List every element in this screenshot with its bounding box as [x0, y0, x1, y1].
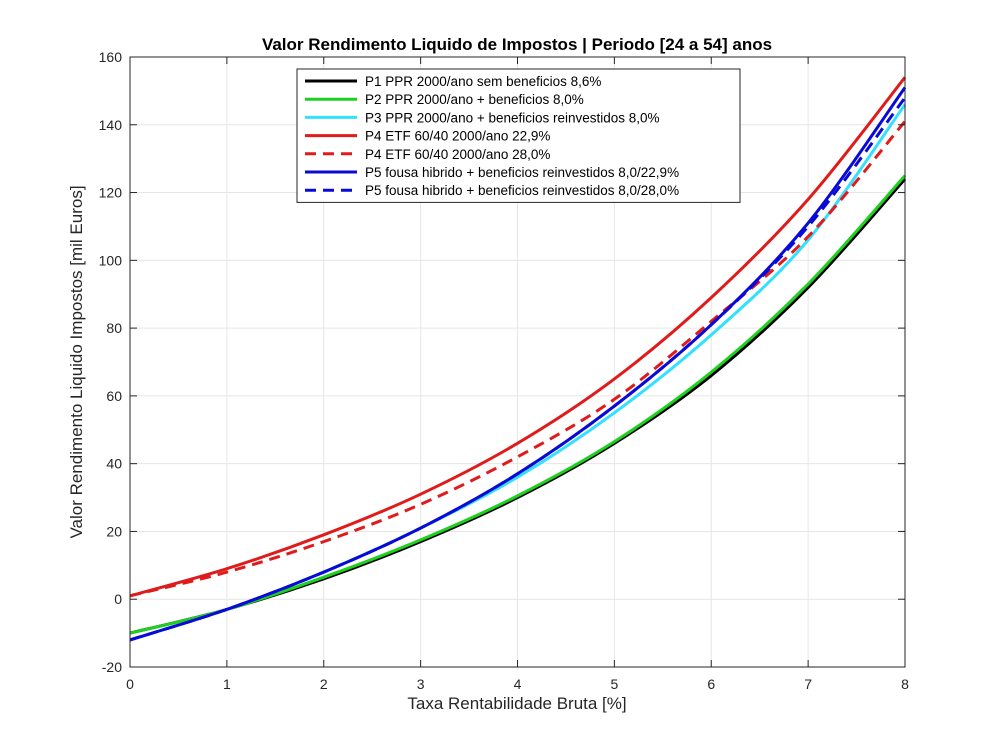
- y-tick-label: 20: [106, 523, 122, 539]
- legend-entry-label: P2 PPR 2000/ano + beneficios 8,0%: [365, 92, 584, 107]
- x-tick-label: 1: [223, 676, 231, 692]
- chart-title: Valor Rendimento Liquido de Impostos | P…: [262, 35, 772, 54]
- x-tick-label: 6: [707, 676, 715, 692]
- series-group: [129, 76, 907, 642]
- y-tick-label: 140: [99, 117, 123, 133]
- series-line-4: [129, 76, 907, 598]
- y-tick-label: 100: [99, 252, 123, 268]
- series-line-5: [129, 120, 907, 598]
- y-tick-label: 80: [106, 320, 122, 336]
- legend-entry-label: P3 PPR 2000/ano + beneficios reinvestido…: [365, 110, 660, 125]
- y-tick-label: 40: [106, 456, 122, 472]
- legend-entry-label: P5 fousa hibrido + beneficios reinvestid…: [365, 183, 679, 198]
- legend-entry-label: P1 PPR 2000/ano sem beneficios 8,6%: [365, 74, 601, 89]
- series-line-6: [129, 86, 907, 642]
- x-tick-label: 0: [126, 676, 134, 692]
- x-tick-label: 4: [514, 676, 522, 692]
- y-tick-label: 60: [106, 388, 122, 404]
- series-line-2: [129, 174, 907, 635]
- x-tick-label: 2: [320, 676, 328, 692]
- x-axis-label: Taxa Rentabilidade Bruta [%]: [407, 694, 626, 713]
- legend-box: [296, 68, 741, 203]
- x-tick-label: 8: [901, 676, 909, 692]
- legend: P1 PPR 2000/ano sem beneficios 8,6% P2 PP…: [296, 68, 741, 203]
- y-tick-label: 160: [99, 49, 123, 65]
- legend-entry-label: P4 ETF 60/40 2000/ano 28,0%: [365, 147, 550, 162]
- x-tick-label: 5: [610, 676, 618, 692]
- y-tick-label: -20: [102, 659, 122, 675]
- y-tick-label: 120: [99, 185, 123, 201]
- legend-entry-label: P5 fousa hibrido + beneficios reinvestid…: [365, 165, 679, 180]
- y-axis-label: Valor Rendimento Liquido Impostos [mil E…: [67, 185, 86, 538]
- x-tick-label: 3: [417, 676, 425, 692]
- y-tick-label: 0: [114, 591, 122, 607]
- legend-entry-label: P4 ETF 60/40 2000/ano 22,9%: [365, 129, 550, 144]
- x-tick-label: 7: [804, 676, 812, 692]
